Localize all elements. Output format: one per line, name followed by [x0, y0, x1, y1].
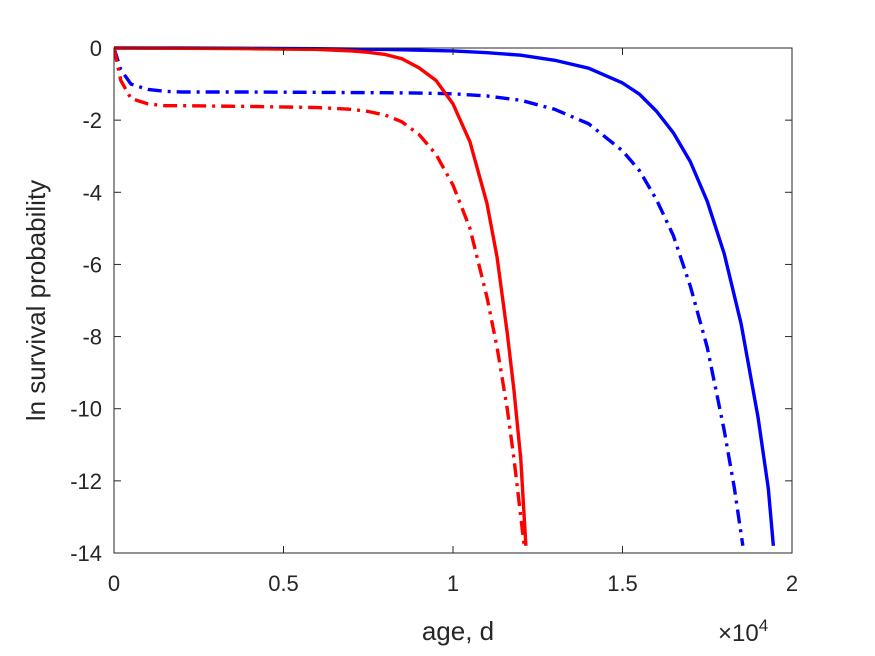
y-tick-label: -4	[82, 180, 102, 205]
x-axis-exponent-power: 4	[759, 616, 768, 635]
series-line-2	[114, 47, 745, 547]
x-axis-exponent: ×104	[718, 616, 768, 647]
y-tick-label: -6	[82, 252, 102, 277]
x-axis-title: age, d	[422, 616, 494, 646]
ticks-layer: 0 0.5 1 1.5 2 0 -2 -4 -6 -8 -10 -12 -14	[70, 36, 798, 596]
x-tick-label: 1	[447, 571, 459, 596]
y-tick-label: -10	[70, 397, 102, 422]
y-tick-label: -12	[70, 469, 102, 494]
x-tick-label: 0	[108, 571, 120, 596]
x-tick-label: 2	[786, 571, 798, 596]
y-tick-label: 0	[90, 36, 102, 61]
series-line-4	[114, 47, 526, 546]
x-axis-exponent-base: ×10	[718, 620, 759, 647]
x-tick-label: 1.5	[607, 571, 638, 596]
series-layer	[114, 46, 776, 547]
y-axis-title: ln survival probability	[21, 180, 51, 421]
series-line-1	[114, 46, 776, 546]
y-tick-label: -14	[70, 541, 102, 566]
y-tick-label: -2	[82, 108, 102, 133]
plot-frame	[113, 47, 793, 554]
series-line-3	[114, 46, 528, 546]
x-tick-label: 0.5	[268, 571, 299, 596]
y-tick-label: -8	[82, 325, 102, 350]
